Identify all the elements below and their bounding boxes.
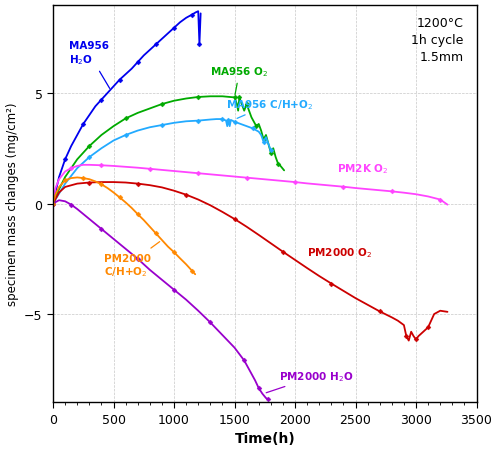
- Text: PM2000 H$_2$O: PM2000 H$_2$O: [266, 369, 354, 393]
- Text: MA956 O$_2$: MA956 O$_2$: [210, 65, 269, 96]
- Text: PM2K O$_2$: PM2K O$_2$: [337, 162, 389, 175]
- Y-axis label: specimen mass changes (mg/cm²): specimen mass changes (mg/cm²): [5, 102, 18, 306]
- Text: PM2000 O$_2$: PM2000 O$_2$: [307, 246, 373, 259]
- X-axis label: Time(h): Time(h): [235, 432, 295, 446]
- Text: MA956 C/H+O$_2$: MA956 C/H+O$_2$: [226, 98, 313, 119]
- Text: 1200°C
1h cycle
1.5mm: 1200°C 1h cycle 1.5mm: [411, 18, 464, 64]
- Text: PM2000
C/H+O$_2$: PM2000 C/H+O$_2$: [104, 242, 160, 279]
- Text: MA956
H$_2$O: MA956 H$_2$O: [69, 41, 110, 89]
